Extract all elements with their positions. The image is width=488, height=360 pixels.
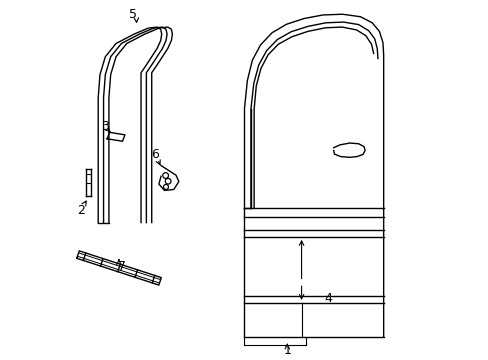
Text: 1: 1 [283, 344, 291, 357]
Text: 7: 7 [118, 260, 126, 273]
Text: 2: 2 [77, 204, 85, 217]
Text: 5: 5 [129, 8, 137, 22]
Text: 4: 4 [324, 292, 332, 305]
Text: 3: 3 [101, 120, 109, 133]
Text: 6: 6 [150, 148, 158, 161]
